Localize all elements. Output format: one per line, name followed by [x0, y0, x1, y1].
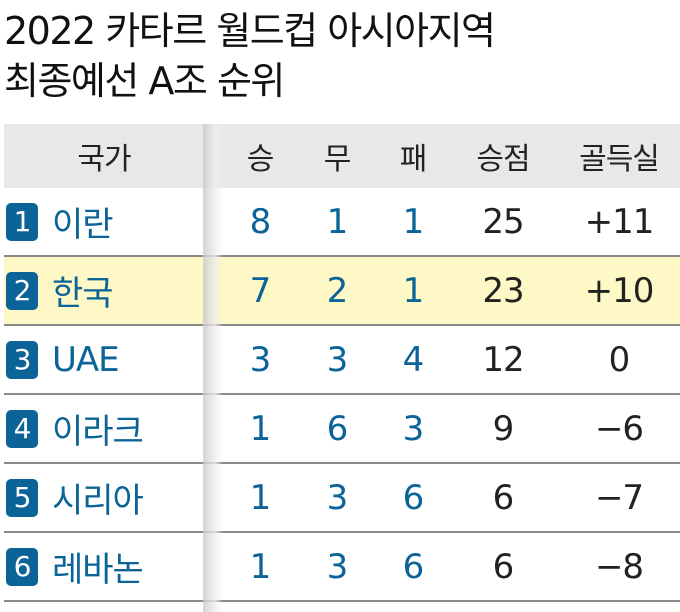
wins: 1 [249, 408, 272, 449]
draws: 6 [326, 408, 349, 449]
column-divider [203, 124, 223, 612]
country-cell: 3 UAE [4, 326, 204, 393]
header-losses: 패 [399, 142, 428, 177]
wins: 1 [249, 546, 272, 587]
table-row: 3 UAE 3 3 4 12 0 [4, 326, 680, 395]
points: 23 [482, 270, 524, 311]
country-cell: 2 한국 [4, 257, 204, 324]
goal-diff: −8 [594, 546, 644, 587]
rank-badge: 4 [6, 409, 38, 448]
wins: 8 [249, 201, 272, 242]
country-cell: 4 이라크 [4, 395, 204, 462]
country-name: 이라크 [52, 412, 144, 452]
points: 9 [492, 408, 515, 449]
header-goal-diff: 골득실 [579, 142, 660, 177]
rank-badge: 6 [6, 547, 38, 586]
country-cell: 5 시리아 [4, 464, 204, 531]
goal-diff: −7 [594, 477, 644, 518]
standings-table: 국가 승 무 패 승점 골득실 1 이란 8 1 1 25 +11 2 한국 7 2 … [4, 124, 680, 602]
header-points: 승점 [476, 142, 530, 177]
draws: 2 [326, 270, 349, 311]
draws: 3 [326, 339, 349, 380]
country-name: 이란 [52, 205, 114, 245]
draws: 1 [326, 201, 349, 242]
wins: 7 [249, 270, 272, 311]
points: 6 [492, 546, 515, 587]
table-row: 1 이란 8 1 1 25 +11 [4, 188, 680, 257]
header-draws: 무 [323, 142, 352, 177]
table-row: 2 한국 7 2 1 23 +10 [4, 257, 680, 326]
header-wins: 승 [246, 142, 275, 177]
rank-badge: 3 [6, 340, 38, 379]
draws: 3 [326, 546, 349, 587]
country-name: 한국 [52, 274, 114, 314]
goal-diff: +11 [584, 201, 655, 242]
table-row: 6 레바논 1 3 6 6 −8 [4, 533, 680, 602]
points: 6 [492, 477, 515, 518]
rank-badge: 1 [6, 202, 38, 241]
losses: 1 [402, 201, 425, 242]
wins: 3 [249, 339, 272, 380]
points: 25 [482, 201, 524, 242]
country-cell: 6 레바논 [4, 533, 204, 600]
losses: 3 [402, 408, 425, 449]
title-line-1: 2022 카타르 월드컵 아시아지역 [4, 9, 496, 53]
country-cell: 1 이란 [4, 188, 204, 255]
country-name: 레바논 [52, 550, 144, 590]
country-name: 시리아 [52, 481, 144, 521]
losses: 6 [402, 477, 425, 518]
goal-diff: +10 [584, 270, 655, 311]
points: 12 [482, 339, 524, 380]
losses: 4 [402, 339, 425, 380]
header-country: 국가 [77, 142, 131, 177]
goal-diff: 0 [608, 339, 631, 380]
table-row: 5 시리아 1 3 6 6 −7 [4, 464, 680, 533]
goal-diff: −6 [594, 408, 644, 449]
losses: 1 [402, 270, 425, 311]
rank-badge: 5 [6, 478, 38, 517]
wins: 1 [249, 477, 272, 518]
country-name: UAE [52, 339, 120, 380]
rank-badge: 2 [6, 271, 38, 310]
table-row: 4 이라크 1 6 3 9 −6 [4, 395, 680, 464]
losses: 6 [402, 546, 425, 587]
draws: 3 [326, 477, 349, 518]
table-header: 국가 승 무 패 승점 골득실 [4, 124, 680, 188]
title-line-2: 최종예선 A조 순위 [4, 59, 285, 103]
page-title: 2022 카타르 월드컵 아시아지역 최종예선 A조 순위 [4, 6, 496, 106]
